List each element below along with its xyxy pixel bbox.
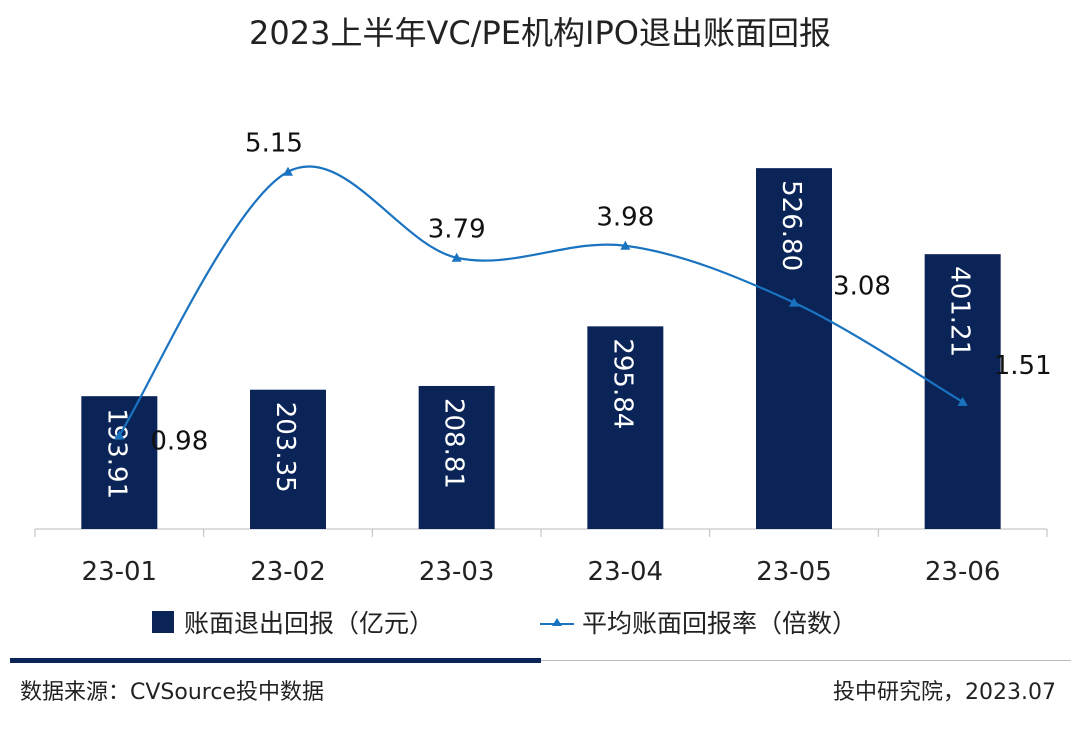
line-marker xyxy=(114,430,125,440)
bar xyxy=(924,254,1001,529)
legend-item-line: 平均账面回报率（倍数） xyxy=(540,604,857,640)
legend-swatch-line xyxy=(540,618,574,626)
bar-data-label: 526.80 xyxy=(776,180,806,271)
x-tick-label: 23-06 xyxy=(925,557,1001,587)
footer-source: 数据来源：CVSource投中数据 xyxy=(20,680,324,705)
x-tick-label: 23-05 xyxy=(756,557,832,587)
line-marker xyxy=(451,252,462,262)
chart-title: 2023上半年VC/PE机构IPO退出账面回报 xyxy=(249,14,831,52)
bar xyxy=(418,385,495,529)
bar xyxy=(81,396,158,529)
footer-accent-line xyxy=(10,658,541,663)
line-data-label: 3.08 xyxy=(833,272,891,302)
line-marker xyxy=(789,297,799,307)
line-marker xyxy=(283,166,293,176)
footer-credit: 投中研究院，2023.07 xyxy=(833,680,1056,705)
line-data-label: 5.15 xyxy=(245,129,303,159)
line-data-label: 3.79 xyxy=(428,215,486,245)
bar xyxy=(250,389,326,529)
legend-item-bar: 账面退出回报（亿元） xyxy=(152,604,434,640)
legend-label-line: 平均账面回报率（倍数） xyxy=(582,609,858,638)
bar-data-label: 208.81 xyxy=(439,398,469,489)
x-tick-label: 23-04 xyxy=(588,557,664,587)
x-tick-label: 23-02 xyxy=(250,557,326,587)
x-tick-label: 23-01 xyxy=(82,557,158,587)
bar-data-label: 295.84 xyxy=(607,338,637,429)
line-data-label: 3.98 xyxy=(596,203,654,233)
line-data-label: 1.51 xyxy=(994,351,1052,381)
bar xyxy=(587,326,664,529)
bar xyxy=(756,168,832,529)
line-series xyxy=(118,165,964,437)
line-marker xyxy=(620,240,631,250)
line-marker xyxy=(957,396,968,406)
x-tick-label: 23-03 xyxy=(419,557,495,587)
legend-swatch-bar xyxy=(152,611,174,633)
line-data-label: 0.98 xyxy=(150,426,208,456)
bar-data-label: 203.35 xyxy=(270,402,300,493)
footer-divider xyxy=(541,660,1071,661)
legend-label-bar: 账面退出回报（亿元） xyxy=(184,609,435,638)
bar-data-label: 401.21 xyxy=(945,266,975,357)
